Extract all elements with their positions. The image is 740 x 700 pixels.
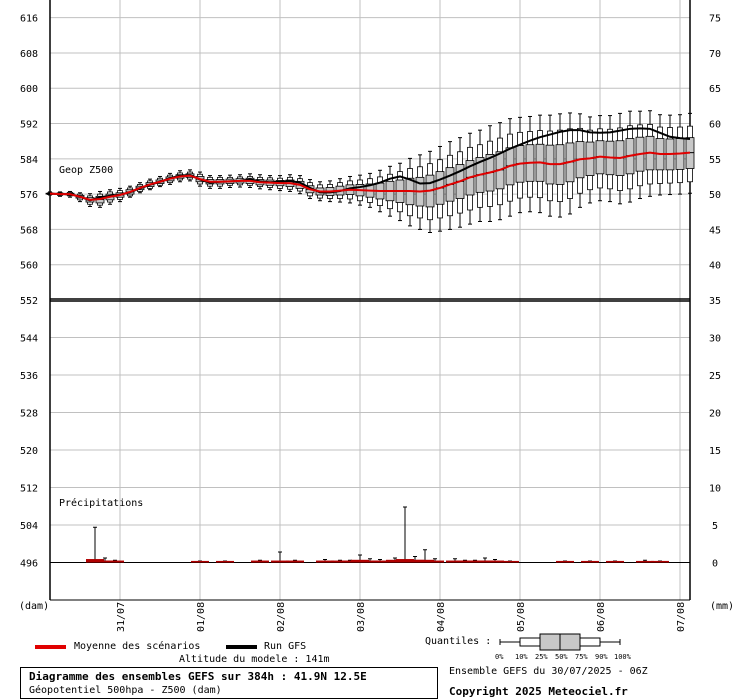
quantile-tick-90: 90% (595, 653, 608, 661)
date-tick-label: 31/07 (116, 602, 127, 632)
left-tick-label: 536 (20, 371, 38, 382)
precip-bar (271, 560, 289, 563)
precip-bars (86, 506, 669, 563)
left-tick-label: 576 (20, 190, 38, 201)
precip-bar (501, 560, 519, 563)
precip-bar (416, 559, 434, 563)
precip-bar (446, 560, 464, 563)
z500-boxplots (45, 110, 695, 233)
quantile-tick-25: 25% (535, 653, 548, 661)
left-tick-label: 560 (20, 261, 38, 272)
date-tick-label: 06/08 (596, 602, 607, 632)
left-tick-label: 544 (20, 334, 38, 345)
precip-bar (396, 559, 414, 563)
precip-bar (351, 559, 369, 563)
mean-line (49, 151, 691, 201)
right-tick-label: 0 (712, 559, 718, 570)
date-tick-label: 01/08 (196, 602, 207, 632)
legend (35, 633, 621, 651)
left-tick-label: 512 (20, 484, 38, 495)
precip-bar (651, 560, 669, 563)
right-tick-label: 10 (709, 484, 721, 495)
precip-bar (106, 560, 124, 563)
quantile-tick-100: 100% (614, 653, 631, 661)
left-tick-label: 504 (20, 521, 38, 532)
precip-bar (636, 560, 654, 563)
precip-bar (216, 560, 234, 563)
right-tick-label: 55 (709, 155, 721, 166)
right-tick-label: 5 (712, 521, 718, 532)
right-tick-label: 15 (709, 446, 721, 457)
date-tick-label: 03/08 (356, 602, 367, 632)
right-tick-label: 75 (709, 14, 721, 25)
quantiles-label: Quantiles : (425, 636, 492, 647)
right-tick-label: 50 (709, 190, 721, 201)
left-tick-label: 592 (20, 120, 38, 131)
precip-bar (486, 560, 504, 563)
precip-bar (361, 560, 379, 563)
legend-mean-label: Moyenne des scénarios (74, 641, 201, 652)
precip-bar (86, 559, 104, 563)
right-tick-label: 60 (709, 120, 721, 131)
precip-bar (556, 560, 574, 563)
left-tick-label: 528 (20, 409, 38, 420)
right-tick-label: 65 (709, 84, 721, 95)
right-tick-label: 70 (709, 49, 721, 60)
left-tick-label: 568 (20, 225, 38, 236)
precip-bar (606, 560, 624, 563)
precip-bar (316, 560, 334, 563)
left-tick-label: 496 (20, 559, 38, 570)
date-tick-label: 07/08 (676, 602, 687, 632)
precip-bar (581, 560, 599, 563)
right-tick-label: 35 (709, 296, 721, 307)
altitude-label: Altitude du modele : 141m (179, 654, 330, 665)
left-tick-label: 608 (20, 49, 38, 60)
quantile-tick-50: 50% (555, 653, 568, 661)
z500-lines (49, 127, 691, 202)
precip-bar (371, 560, 389, 563)
grid-layer (50, 0, 690, 600)
left-tick-label: 584 (20, 155, 38, 166)
quantile-tick-75: 75% (575, 653, 588, 661)
chart-subtitle: Géopotentiel 500hpa - Z500 (dam) (29, 685, 222, 696)
date-tick-label: 04/08 (436, 602, 447, 632)
tick-labels: 6166086005925845765685605527570656055504… (20, 14, 721, 632)
right-tick-label: 30 (709, 334, 721, 345)
right-tick-label: 40 (709, 261, 721, 272)
right-tick-label: 20 (709, 409, 721, 420)
quantile-tick-0: 0% (495, 653, 504, 661)
precip-bar (426, 560, 444, 563)
left-tick-label: 520 (20, 446, 38, 457)
date-tick-label: 05/08 (516, 602, 527, 632)
precip-bar (406, 559, 424, 563)
precip-bar (191, 560, 209, 563)
title-box: Diagramme des ensembles GEFS sur 384h : … (20, 667, 438, 699)
precip-bar (96, 560, 114, 563)
quantile-tick-10: 10% (515, 653, 528, 661)
precip-bar (476, 560, 494, 563)
right-unit-label: (mm) (710, 601, 735, 612)
chart-title: Diagramme des ensembles GEFS sur 384h : … (29, 670, 367, 683)
panel-bottom-label: Précipitations (59, 498, 144, 509)
right-tick-label: 25 (709, 371, 721, 382)
precip-bar (341, 560, 359, 563)
precip-bar (456, 560, 474, 563)
left-unit-label: (dam) (19, 601, 50, 612)
precip-bar (386, 559, 404, 563)
left-tick-label: 616 (20, 14, 38, 25)
right-tick-label: 45 (709, 225, 721, 236)
legend-run-label: Run GFS (264, 641, 307, 652)
left-tick-label: 552 (20, 296, 38, 307)
run-info: Ensemble GEFS du 30/07/2025 - 06Z (449, 666, 648, 677)
precip-bar (466, 560, 484, 563)
precip-bar (331, 560, 349, 563)
precip-bar (286, 560, 304, 563)
copyright: Copyright 2025 Meteociel.fr (449, 685, 628, 698)
left-tick-label: 600 (20, 84, 38, 95)
axis-layer (49, 0, 691, 601)
precip-bar (251, 560, 269, 563)
date-tick-label: 02/08 (276, 602, 287, 632)
panel-top-label: Geop Z500 (59, 165, 114, 176)
